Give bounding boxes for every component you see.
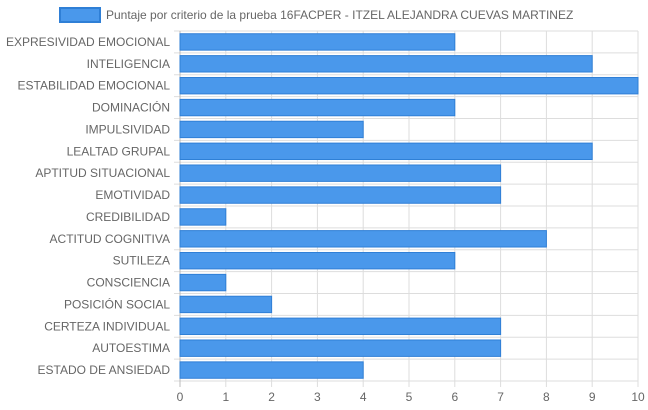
x-tick-label: 10 — [631, 390, 645, 404]
category-label: EXPRESIVIDAD EMOCIONAL — [6, 35, 170, 49]
category-label: CERTEZA INDIVIDUAL — [44, 319, 170, 333]
bar[interactable] — [179, 186, 502, 204]
category-label: IMPULSIVIDAD — [85, 122, 170, 136]
category-label: APTITUD SITUACIONAL — [35, 166, 170, 180]
category-label: LEALTAD GRUPAL — [67, 144, 171, 158]
category-label: ACTITUD COGNITIVA — [50, 232, 170, 246]
category-label: ESTABILIDAD EMOCIONAL — [18, 79, 171, 93]
bar[interactable] — [179, 76, 639, 95]
category-label: CONSCIENCIA — [87, 276, 170, 290]
bar[interactable] — [179, 33, 456, 51]
category-label: INTELIGENCIA — [87, 57, 170, 71]
bar[interactable] — [179, 208, 227, 226]
category-label: CREDIBILIDAD — [86, 210, 170, 224]
category-label: DOMINACIÓN — [92, 100, 170, 115]
x-tick-label: 6 — [451, 390, 458, 404]
bar[interactable] — [179, 55, 593, 73]
category-label: SUTILEZA — [113, 254, 170, 268]
x-tick-labels: 0 1 2 3 4 5 6 7 8 9 10 — [177, 390, 645, 404]
bar[interactable] — [179, 251, 456, 270]
legend-label: Puntaje por criterio de la prueba 16FACP… — [106, 8, 573, 22]
legend[interactable]: Puntaje por criterio de la prueba 16FACP… — [59, 7, 573, 23]
bar[interactable] — [179, 120, 364, 139]
category-labels: EXPRESIVIDAD EMOCIONAL INTELIGENCIA ESTABI… — [6, 35, 170, 377]
x-tick-label: 0 — [177, 390, 184, 404]
bar[interactable] — [179, 361, 364, 379]
bar[interactable] — [179, 230, 547, 248]
x-tick-label: 1 — [222, 390, 229, 404]
legend-swatch — [59, 7, 101, 23]
x-tick-label: 8 — [543, 390, 550, 404]
category-label: AUTOESTIMA — [92, 341, 170, 355]
x-tick-label: 7 — [497, 390, 504, 404]
category-label: POSICIÓN SOCIAL — [64, 296, 170, 311]
x-tick-label: 5 — [406, 390, 413, 404]
bars — [179, 33, 639, 379]
bar[interactable] — [179, 339, 502, 357]
bar[interactable] — [179, 317, 502, 336]
bar[interactable] — [179, 142, 593, 161]
x-tick-label: 2 — [268, 390, 275, 404]
x-tick-label: 4 — [360, 390, 367, 404]
x-tick-label: 9 — [589, 390, 596, 404]
bar[interactable] — [179, 164, 502, 182]
category-label: EMOTIVIDAD — [95, 188, 170, 202]
x-tick-label: 3 — [314, 390, 321, 404]
category-label: ESTADO DE ANSIEDAD — [38, 363, 171, 377]
bar[interactable] — [179, 295, 273, 314]
bar[interactable] — [179, 98, 456, 117]
bar[interactable] — [179, 273, 227, 292]
